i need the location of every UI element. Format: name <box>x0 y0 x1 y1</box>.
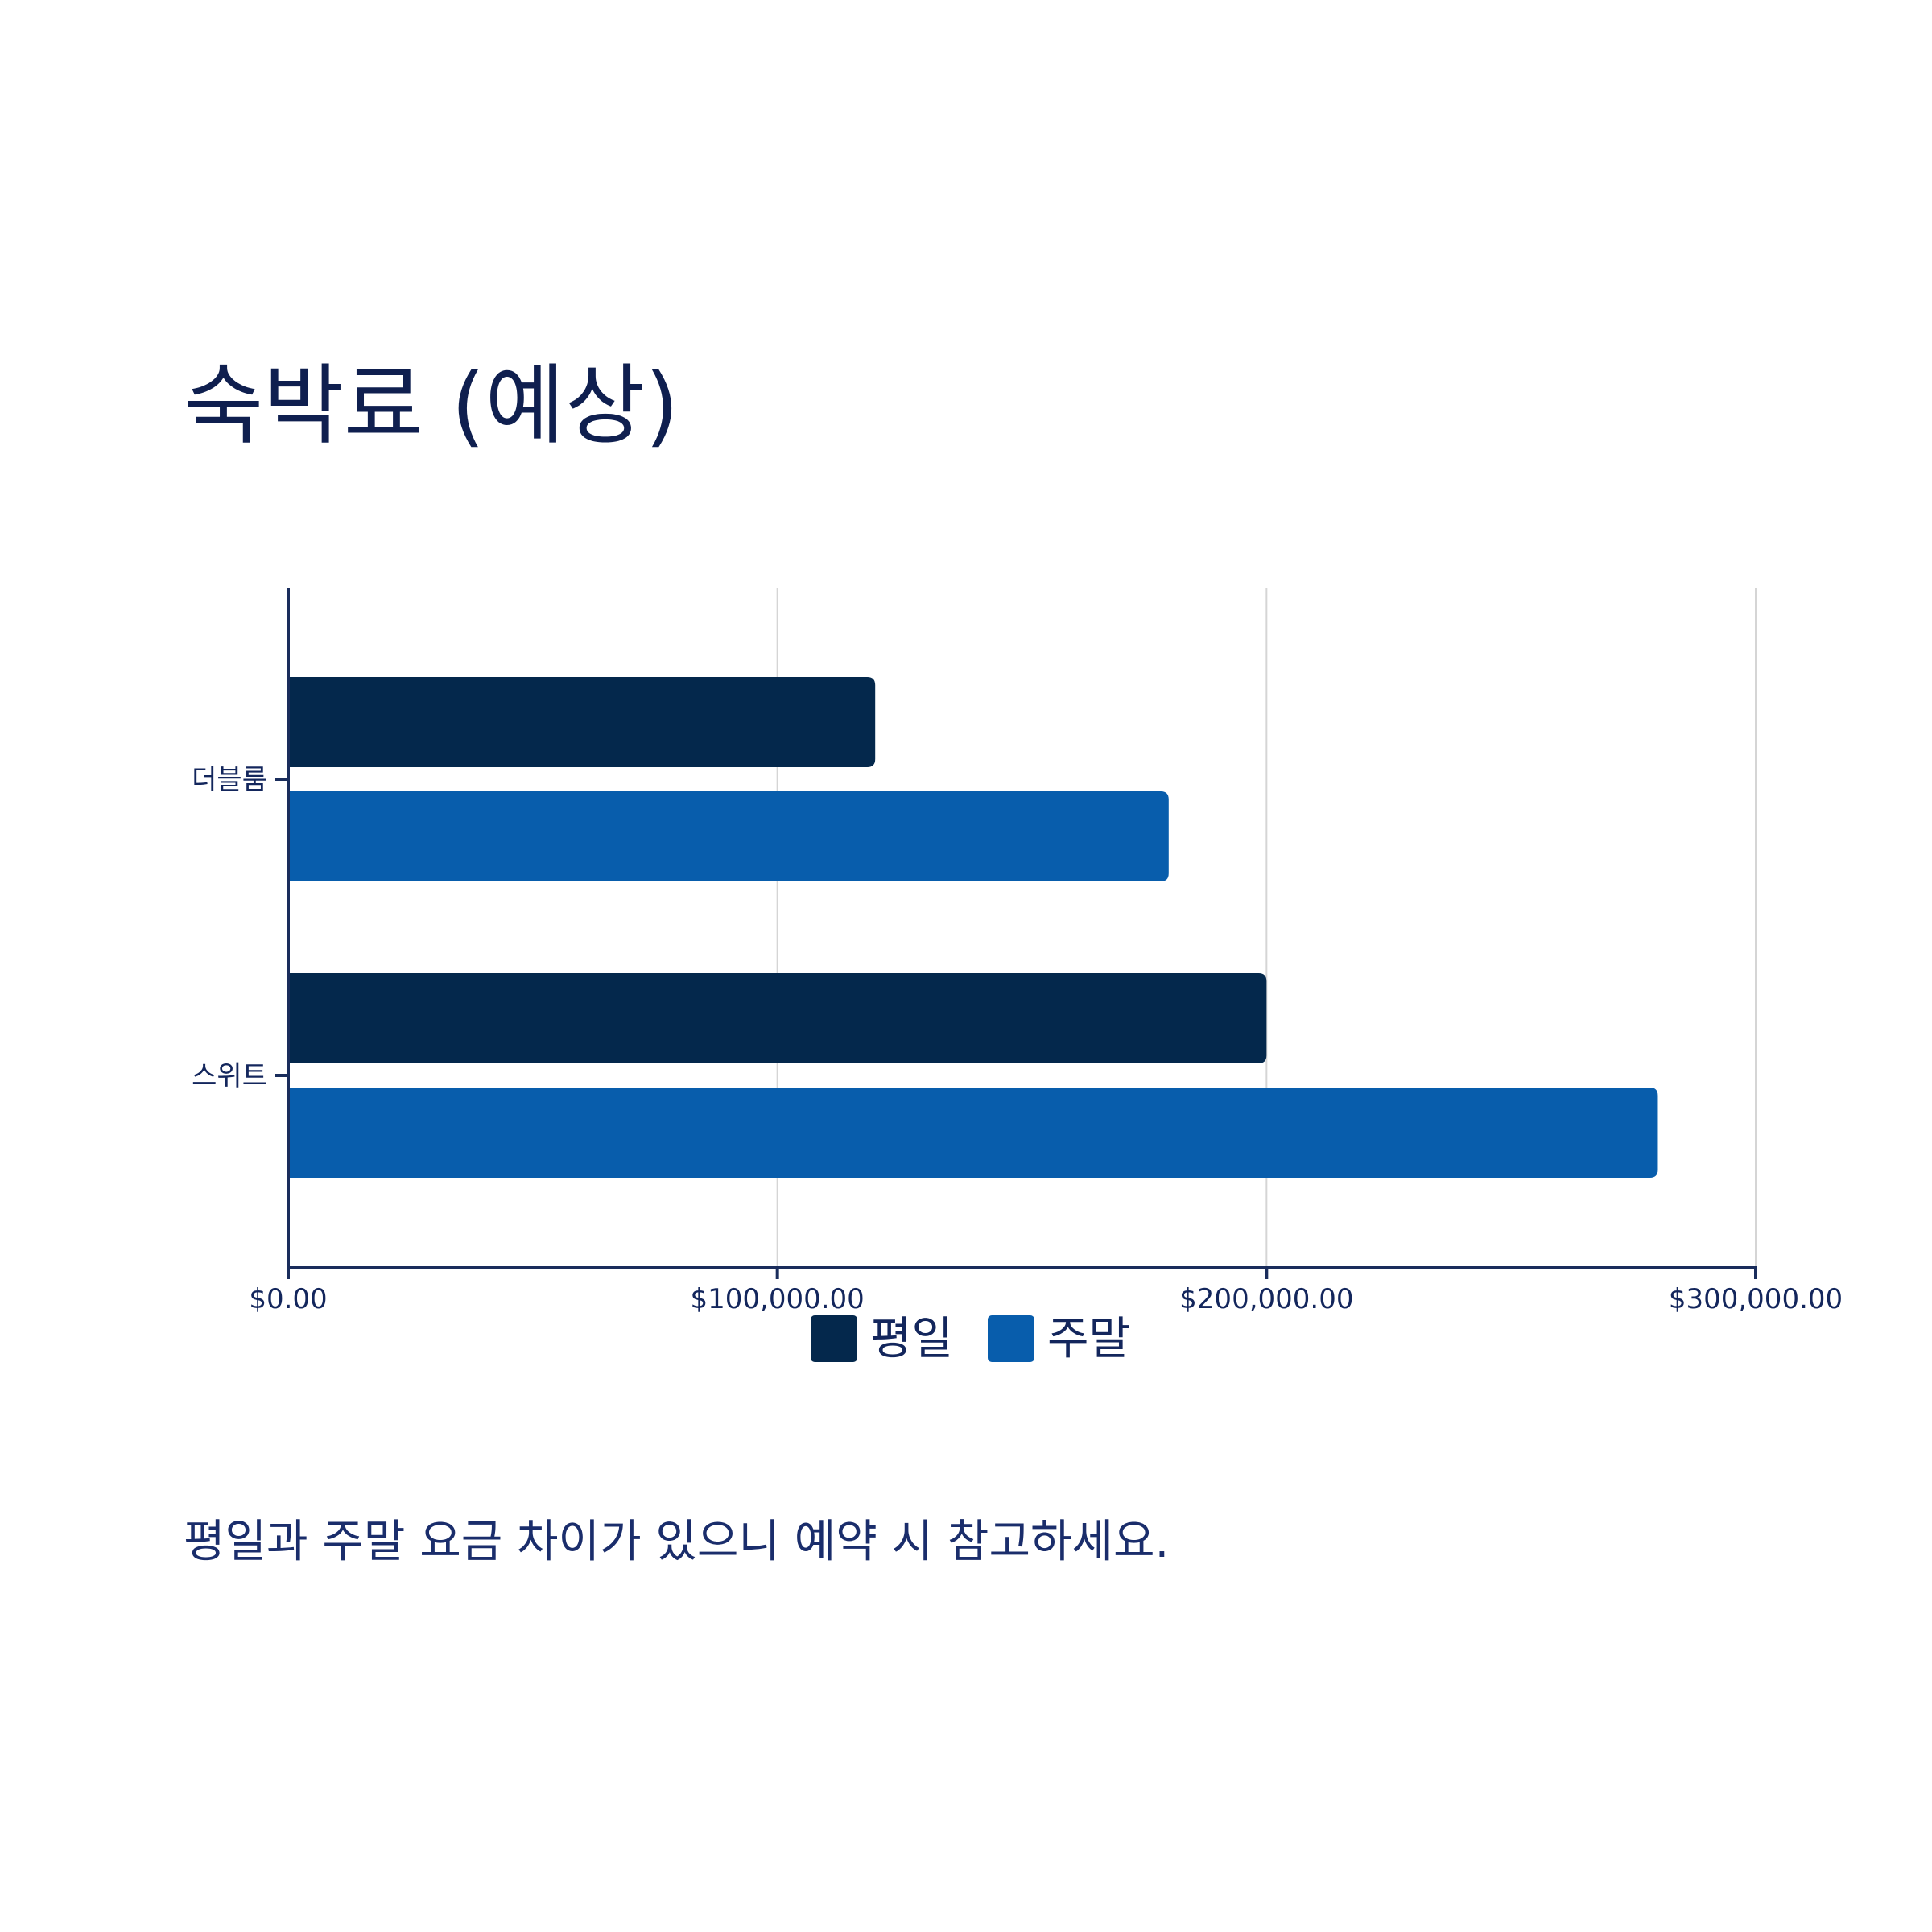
legend-item-weekday-swatch <box>811 1315 857 1362</box>
y-tick-label-0: 더블룸 <box>192 764 267 796</box>
axes: $0.00 $100,000.00 $200,000.00 $300,000.00 더블… <box>192 588 1843 1315</box>
x-tick-label-3: $300,000.00 <box>1669 1283 1843 1315</box>
bar-double-weekday <box>288 677 876 767</box>
x-tick-label-0: $0.00 <box>249 1283 327 1315</box>
y-tick-label-1: 스위트 <box>192 1060 267 1092</box>
legend-item-weekend-swatch <box>988 1315 1034 1362</box>
x-tick-label-2: $200,000.00 <box>1179 1283 1353 1315</box>
legend-item-weekend-label: 주말 <box>1047 1313 1130 1365</box>
bar-suite-weekend <box>288 1088 1658 1178</box>
bar-double-weekend <box>288 791 1169 881</box>
chart-title: 숙박료 (예상) <box>184 356 679 456</box>
bar-suite-weekday <box>288 973 1267 1063</box>
bars <box>288 677 1658 1178</box>
x-tick-label-1: $100,000.00 <box>691 1283 865 1315</box>
legend-item-weekday-label: 평일 <box>870 1313 953 1365</box>
legend: 평일 주말 <box>811 1313 1130 1365</box>
footnote: 평일과 주말 요금 차이가 있으니 예약 시 참고하세요. <box>184 1516 1170 1568</box>
